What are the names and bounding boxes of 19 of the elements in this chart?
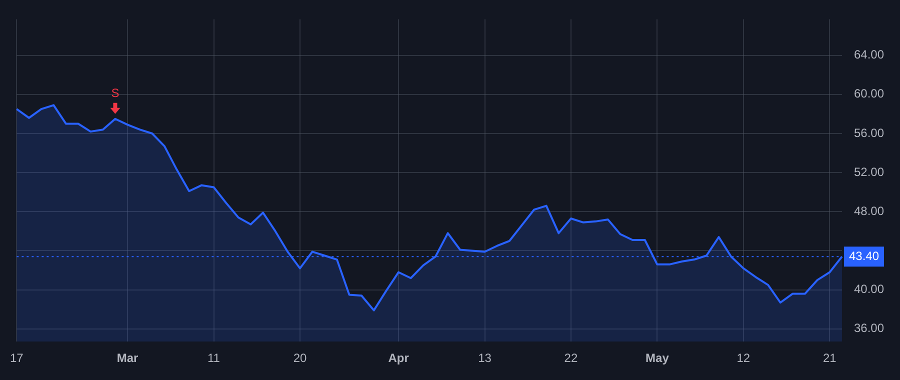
x-tick-label: May (646, 351, 670, 366)
y-tick-label: 60.00 (854, 86, 884, 101)
y-tick-label: 36.00 (854, 321, 884, 336)
y-tick-label: 56.00 (854, 126, 884, 140)
x-tick-label: 21 (822, 351, 837, 366)
annotation: S (111, 86, 120, 100)
y-tick-label: 52.00 (854, 164, 884, 179)
x-tick-label: Apr (388, 351, 410, 366)
x-tick-label: 20 (293, 351, 307, 366)
y-tick-label: 40.00 (854, 282, 884, 296)
x-tick-label: 11 (208, 351, 220, 366)
y-tick-label: 64.00 (854, 48, 884, 62)
ref-line-label: 43.40 (848, 248, 880, 263)
x-tick-label: 12 (736, 351, 750, 366)
x-tick-label: Mar (116, 351, 139, 366)
x-tick-label: 17 (10, 351, 24, 366)
x-tick-label: 13 (478, 351, 492, 366)
x-tick-label: 22 (564, 351, 578, 366)
y-tick-label: 48.00 (854, 204, 884, 218)
